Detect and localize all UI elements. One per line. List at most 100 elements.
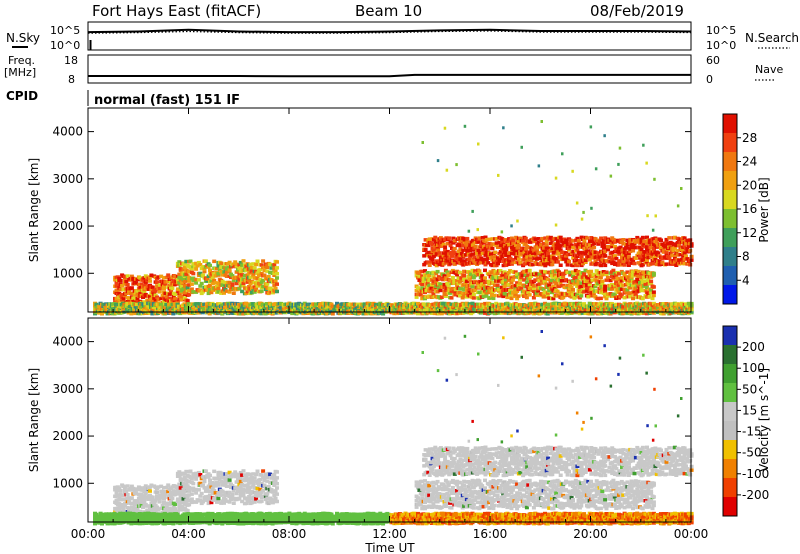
power-cell bbox=[446, 272, 451, 276]
power-cell bbox=[596, 296, 601, 301]
power-cell bbox=[661, 250, 666, 254]
power-cell bbox=[579, 263, 584, 268]
power-cell bbox=[215, 284, 219, 289]
power-cell bbox=[477, 252, 482, 257]
power-cell bbox=[459, 252, 464, 256]
power-cell bbox=[417, 278, 422, 282]
power-cell bbox=[543, 236, 548, 240]
power-cell bbox=[94, 302, 99, 307]
power-cell bbox=[593, 250, 598, 254]
power-cell bbox=[537, 256, 542, 261]
power-colorbar-label: Power [dB] bbox=[757, 177, 771, 242]
power-cell bbox=[459, 278, 464, 283]
power-cell bbox=[503, 261, 507, 265]
power-cell bbox=[117, 297, 122, 302]
power-cell bbox=[216, 286, 221, 291]
power-cell bbox=[431, 270, 436, 275]
power-cell bbox=[491, 296, 496, 301]
power-cell bbox=[529, 286, 534, 291]
power-cell bbox=[560, 254, 565, 259]
power-cell bbox=[435, 277, 440, 282]
power-cell bbox=[418, 293, 423, 297]
power-cell bbox=[470, 284, 475, 289]
power-cell bbox=[526, 257, 531, 262]
power-cell bbox=[492, 273, 497, 277]
power-cell bbox=[265, 276, 270, 281]
power-cell bbox=[619, 287, 624, 292]
power-cell bbox=[582, 290, 587, 294]
power-cell bbox=[520, 273, 525, 278]
power-cell bbox=[420, 269, 425, 274]
power-cell bbox=[511, 246, 516, 251]
power-cell bbox=[425, 271, 430, 275]
power-cell bbox=[504, 277, 508, 282]
power-cell bbox=[201, 290, 206, 294]
colorbar-swatch bbox=[723, 133, 737, 152]
power-cell bbox=[266, 275, 271, 279]
power-cell bbox=[495, 283, 500, 287]
power-cell bbox=[604, 278, 609, 282]
power-cell bbox=[540, 281, 545, 285]
power-cell bbox=[185, 286, 190, 290]
power-cell bbox=[381, 312, 386, 316]
power-cell bbox=[649, 282, 654, 286]
power-cell bbox=[272, 263, 277, 267]
power-cell bbox=[625, 258, 630, 262]
power-cell bbox=[626, 255, 631, 259]
power-cell bbox=[137, 308, 142, 313]
power-cell bbox=[182, 302, 187, 306]
power-cell bbox=[215, 267, 219, 271]
power-cell bbox=[619, 294, 624, 298]
power-cell bbox=[248, 275, 253, 279]
power-cell bbox=[533, 254, 538, 258]
power-cell bbox=[157, 286, 162, 291]
power-cell bbox=[650, 296, 655, 301]
power-cell bbox=[571, 288, 575, 292]
power-cell bbox=[545, 277, 550, 282]
power-cell bbox=[416, 276, 420, 280]
power-cell bbox=[611, 237, 616, 242]
power-cell bbox=[596, 253, 601, 257]
power-cell bbox=[614, 256, 619, 261]
colorbar-tick-label: 28 bbox=[742, 131, 757, 145]
power-cell bbox=[275, 282, 279, 286]
power-cell bbox=[254, 262, 259, 267]
power-cell bbox=[614, 247, 619, 251]
power-cell bbox=[446, 283, 451, 288]
power-cell bbox=[175, 302, 180, 307]
power-cell bbox=[523, 247, 528, 251]
power-cell bbox=[529, 240, 534, 244]
power-cell bbox=[509, 276, 514, 280]
power-cell bbox=[453, 309, 458, 313]
power-cell bbox=[237, 272, 242, 277]
power-cell bbox=[554, 281, 559, 285]
power-cell bbox=[241, 259, 246, 263]
power-cell bbox=[532, 249, 537, 253]
power-cell bbox=[568, 292, 573, 297]
power-cell bbox=[600, 272, 605, 277]
power-cell bbox=[685, 247, 690, 251]
power-cell bbox=[682, 306, 687, 310]
power-cell bbox=[509, 296, 514, 301]
power-cell bbox=[329, 302, 334, 306]
power-cell bbox=[500, 240, 505, 244]
power-cell bbox=[133, 311, 138, 316]
power-cell bbox=[605, 275, 610, 280]
colorbar-swatch bbox=[723, 171, 737, 190]
power-cell bbox=[175, 277, 180, 282]
power-cell bbox=[539, 260, 544, 265]
power-cell bbox=[472, 255, 477, 260]
power-cell bbox=[578, 259, 583, 263]
power-cell bbox=[283, 309, 288, 313]
power-cell bbox=[551, 284, 556, 288]
power-cell bbox=[138, 276, 143, 280]
power-cell bbox=[420, 282, 425, 287]
power-cell bbox=[631, 283, 635, 288]
y-tick-label: 1000 bbox=[52, 266, 83, 280]
power-cell bbox=[202, 269, 207, 274]
power-cell bbox=[475, 251, 480, 256]
velocity-cell bbox=[114, 506, 119, 511]
power-cell bbox=[443, 294, 448, 298]
power-cell bbox=[242, 273, 247, 278]
power-cell bbox=[652, 247, 656, 251]
